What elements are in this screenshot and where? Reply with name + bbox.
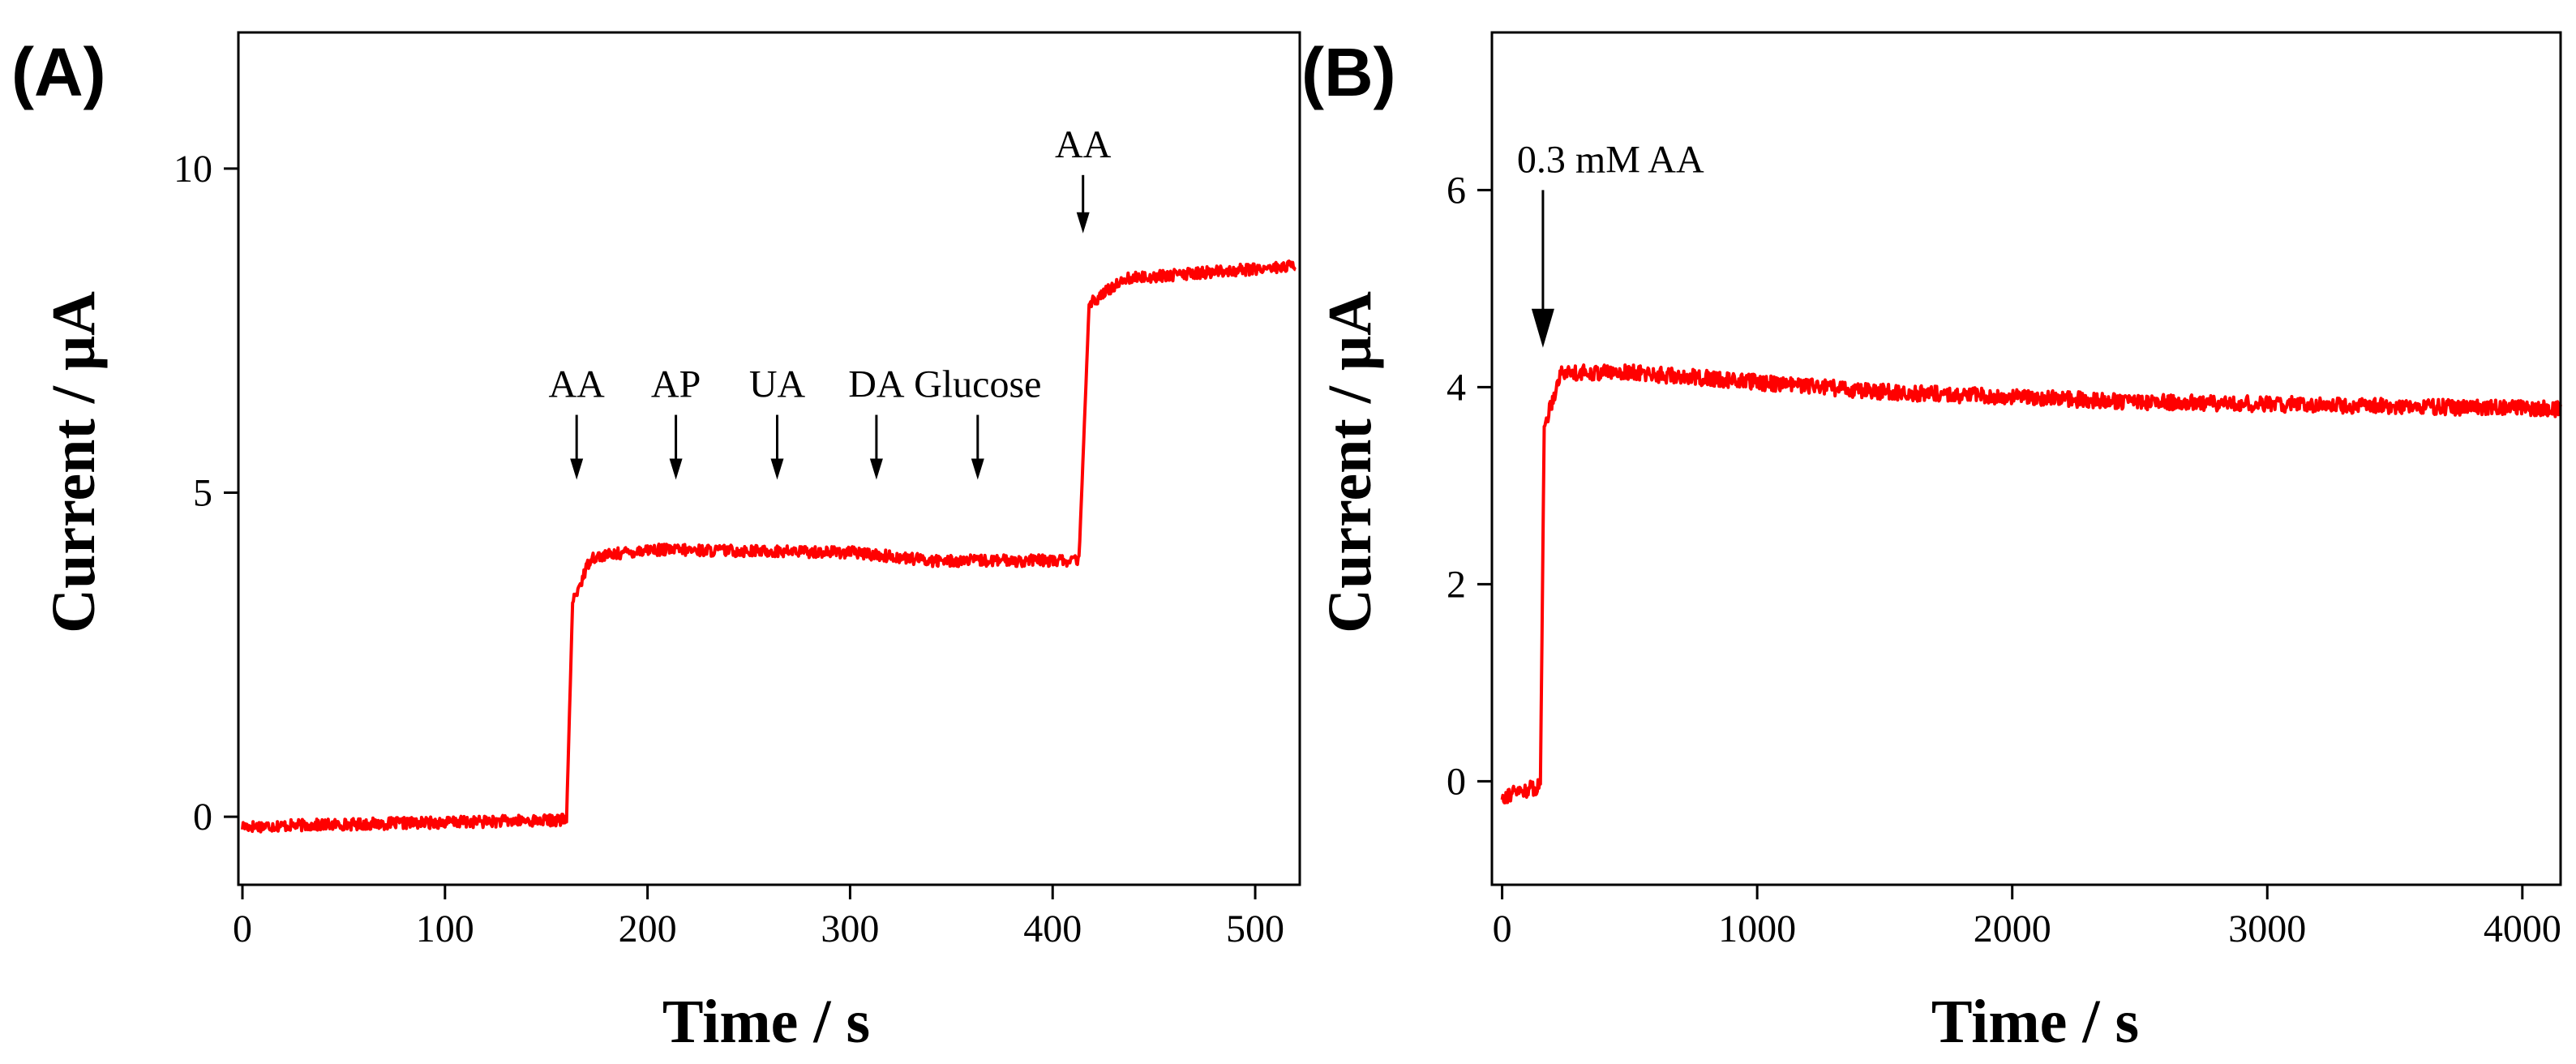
panel-b-x-tick-label-1: 1000 (1718, 907, 1796, 950)
panel-b-x-tick-label-2: 2000 (1974, 907, 2051, 950)
panel-b-x-axis-title: Time / s (1931, 988, 2139, 1056)
panel-a-annotation-arrowhead-3 (869, 458, 883, 480)
panel-b-y-tick-label-1: 2 (1447, 563, 1466, 606)
panel-a-annotation-label-5: AA (1055, 123, 1112, 166)
panel-a-annotation-arrowhead-2 (770, 458, 784, 480)
panel-a-y-tick-label-0: 0 (193, 796, 212, 839)
panel-b-annotation-label-0: 0.3 mM AA (1517, 138, 1704, 181)
panel-a-annotation-label-3: DA (848, 363, 905, 406)
panel-a-annotation-arrowhead-1 (669, 458, 683, 480)
panel-a-frame (237, 31, 1301, 886)
panel-a-x-tick-label-5: 500 (1226, 907, 1284, 950)
panel-a-annotation-label-4: Glucose (914, 363, 1041, 406)
panel-b-plot-area: 0 1000 2000 3000 4000 0 2 4 6 0.3 mM AA (1447, 138, 2562, 950)
panel-a-annotation-label-1: AP (651, 363, 701, 406)
panel-a-annotation-arrowhead-5 (1076, 212, 1090, 234)
panel-b-y-tick-label-0: 0 (1447, 760, 1466, 803)
panel-b-y-tick-label-2: 4 (1447, 366, 1466, 409)
panel-a-plot-area: 0 100 200 300 400 500 0 5 10 AA AP UA DA Glucose AA (174, 123, 1297, 950)
panel-b-y-tick-label-3: 6 (1447, 169, 1466, 212)
panel-a-x-tick-label-1: 100 (416, 907, 474, 950)
panel-a-x-tick-label-4: 400 (1023, 907, 1082, 950)
panel-a-x-tick-label-3: 300 (821, 907, 879, 950)
panel-a-y-tick-label-2: 10 (174, 148, 212, 191)
panel-b-x-tick-label-3: 3000 (2228, 907, 2306, 950)
panel-a-annotation-arrowhead-4 (971, 458, 984, 480)
panel-b-annotation-arrowhead-0 (1531, 308, 1554, 348)
panel-a-annotation-arrowhead-0 (570, 458, 584, 480)
panel-b: (B) Current / μA Time / s 0 1000 2000 3000 4… (1301, 31, 2562, 1056)
panel-a-annotation-label-2: UA (749, 363, 806, 406)
panel-a-x-tick-label-0: 0 (233, 907, 252, 950)
panel-a-current-trace (241, 260, 1297, 834)
panel-a-y-axis-title: Current / μA (40, 291, 108, 633)
panel-a: (A) Current / μA Time / s 0 100 200 300 400 5… (11, 31, 1301, 1056)
panel-b-label: (B) (1301, 34, 1396, 110)
panel-a-x-tick-label-2: 200 (619, 907, 677, 950)
panel-a-annotation-label-0: AA (549, 363, 606, 406)
panel-b-frame (1490, 31, 2562, 886)
panel-a-x-axis-title: Time / s (662, 988, 870, 1056)
panel-a-label: (A) (11, 34, 106, 110)
panel-b-y-axis-title: Current / μA (1316, 291, 1384, 633)
panel-b-x-tick-label-0: 0 (1493, 907, 1512, 950)
panel-b-current-trace (1500, 363, 2562, 804)
panel-a-y-tick-label-1: 5 (193, 471, 212, 514)
panel-b-x-tick-label-4: 4000 (2484, 907, 2561, 950)
